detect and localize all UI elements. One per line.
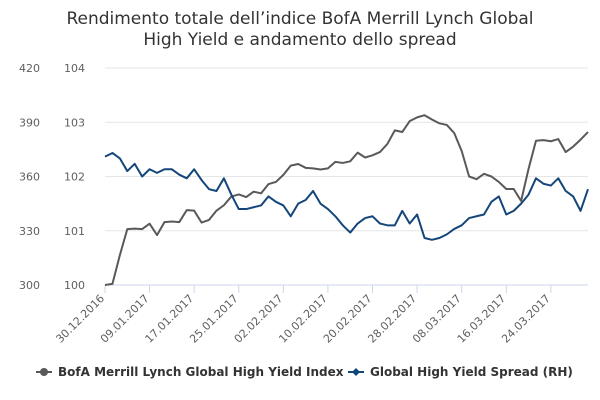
x-tick-label: 24.03.2017 (499, 292, 553, 346)
series-line-index[interactable] (104, 114, 589, 286)
right-axis-tick-label: 103 (64, 116, 85, 129)
legend-label-spread: Global High Yield Spread (RH) (370, 365, 573, 379)
left-axis-ticks: 300 330 360 390 420 (19, 62, 40, 292)
gridlines (105, 67, 588, 286)
right-axis-ticks: 100 101 102 103 104 (64, 62, 85, 292)
right-axis-tick-label: 101 (64, 225, 85, 238)
right-axis-tick-label: 104 (64, 62, 85, 75)
series-line-spread[interactable] (104, 151, 589, 241)
left-axis-tick-label: 420 (19, 62, 40, 75)
chart-subtitle: High Yield e andamento dello spread (143, 30, 456, 50)
legend-item-spread[interactable]: Global High Yield Spread (RH) (348, 365, 573, 379)
x-axis-ticks: 30.12.201609.01.201717.01.201725.01.2017… (53, 284, 588, 346)
right-axis-tick-label: 102 (64, 171, 85, 184)
legend-label-index: BofA Merrill Lynch Global High Yield Ind… (58, 365, 344, 379)
legend: BofA Merrill Lynch Global High Yield Ind… (36, 365, 573, 379)
right-axis-tick-label: 100 (64, 279, 85, 292)
series-layer (104, 114, 589, 286)
left-axis-tick-label: 360 (19, 171, 40, 184)
legend-marker-circle (40, 368, 48, 376)
left-axis-tick-label: 390 (19, 116, 40, 129)
left-axis-tick-label: 330 (19, 225, 40, 238)
legend-item-index[interactable]: BofA Merrill Lynch Global High Yield Ind… (36, 365, 344, 379)
chart-title: Rendimento totale dell’indice BofA Merri… (66, 9, 533, 29)
legend-marker-diamond (352, 368, 360, 376)
left-axis-tick-label: 300 (19, 279, 40, 292)
